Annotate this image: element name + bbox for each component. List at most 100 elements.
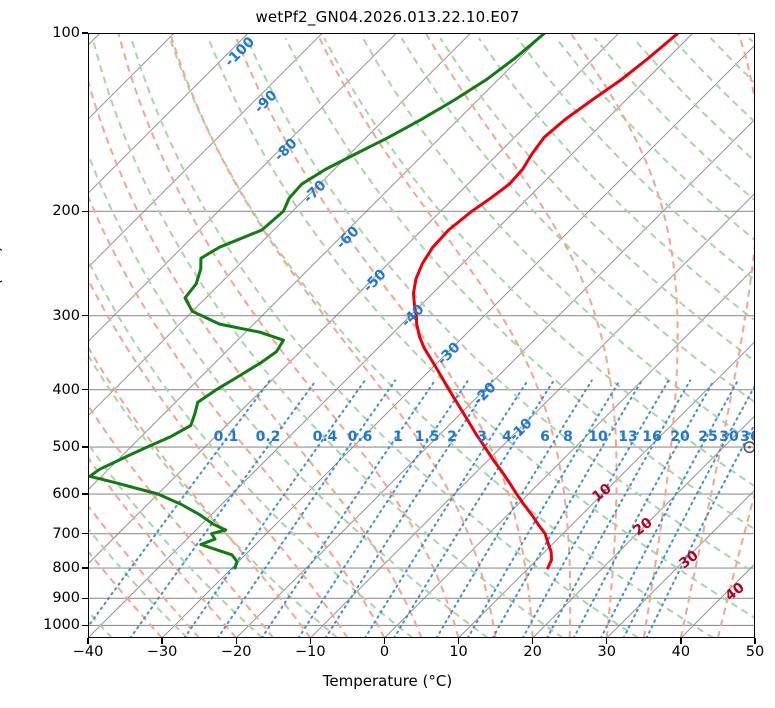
mixing-ratio-line (324, 379, 494, 638)
mixing-ratio-line (572, 379, 715, 638)
mixing-ratio-label: 0.6 (348, 429, 373, 445)
dry-adiabat-line (439, 37, 755, 363)
moist-adiabat-line (169, 33, 497, 638)
isotherm-line (88, 33, 323, 269)
isotherm-line (88, 33, 249, 195)
mixing-ratio-label: 0.1 (214, 429, 239, 445)
temperature-tick (161, 638, 163, 644)
dry-adiabat-line (130, 37, 639, 638)
pressure-tick (82, 597, 88, 599)
temperature-tick (309, 638, 311, 644)
temperature-tick (235, 638, 237, 644)
mixing-ratio-label: 6 (540, 429, 550, 445)
pressure-tick (82, 32, 88, 34)
moist-adiabat-line (88, 403, 275, 638)
moist-adiabat-line (88, 77, 423, 638)
temperature-tick (532, 638, 534, 644)
mixing-ratio-line (393, 379, 555, 638)
isotherm-line (88, 33, 546, 491)
mixing-ratio-label: 20 (670, 429, 690, 445)
temperature-tick-label: 20 (523, 644, 542, 660)
mixing-ratio-label: 1 (393, 429, 403, 445)
mixing-ratio-label: 30 (719, 429, 739, 445)
isotherm-label: -90 (251, 87, 280, 116)
dry-adiabat-line (88, 258, 414, 638)
dry-adiabat-line (555, 37, 755, 242)
isotherm-label: -20 (470, 379, 499, 408)
dry-adiabat-line (593, 37, 755, 202)
isotherm-line (88, 33, 472, 417)
pressure-tick (82, 389, 88, 391)
mixing-ratio-label: 8 (563, 429, 573, 445)
isotherm-line (458, 340, 755, 638)
isotherm-label: -50 (360, 266, 389, 295)
mixing-ratio-label: 13 (618, 429, 637, 445)
moist-adiabat-line (233, 33, 534, 638)
mixing-ratio-label: 25 (698, 429, 717, 445)
moist-adiabat-line (88, 549, 163, 638)
pressure-tick (82, 446, 88, 448)
moist-adiabat-line (569, 33, 679, 638)
dry-adiabat-line (477, 37, 755, 322)
dry-adiabat-line (400, 37, 755, 404)
mixing-ratio-label: 16 (642, 429, 661, 445)
pressure-tick (82, 210, 88, 212)
mixing-ratio-line (88, 379, 271, 629)
plot-area: -100 -90 -80 -70 -60 -50 -40 -30 -20 -10 0.1 0.2 0.4… (88, 33, 755, 638)
moist-adiabat-line (88, 345, 312, 638)
mixing-ratio-label: 4 (502, 429, 512, 445)
mixing-ratio-label: 0.4 (313, 429, 338, 445)
pressure-tick-label: 600 (52, 486, 80, 502)
dry-adiabat-line (632, 37, 755, 163)
theta-label: 10 (589, 481, 614, 506)
moist-adiabat-line (117, 33, 460, 638)
pressure-tick-label: 200 (52, 203, 80, 220)
mixing-ratio-line (216, 379, 397, 638)
mixing-ratio-label: 10 (588, 429, 608, 445)
moist-adiabat-line (88, 193, 386, 638)
dry-adiabat-line (88, 150, 489, 638)
mixing-ratio-label: 0.2 (256, 429, 281, 445)
isotherm-label: -30 (434, 339, 463, 368)
y-axis-title: Pressure (hPa) (0, 246, 4, 354)
isotherm-line (88, 33, 694, 638)
isotherm-line (606, 489, 755, 638)
pressure-tick-label: 100 (52, 25, 80, 41)
temperature-tick-label: −30 (146, 644, 178, 660)
mixing-ratio-line (645, 421, 755, 638)
temperature-tick (680, 638, 682, 644)
isotherm-line (88, 33, 620, 565)
moist-adiabat-line (88, 277, 349, 638)
mixing-ratio-label: 3 (477, 429, 487, 445)
mixing-ratio-line (297, 379, 469, 638)
mixing-ratio-line (491, 379, 643, 638)
temperature-tick (606, 638, 608, 644)
mixing-ratio-label: 1.5 (415, 429, 440, 445)
isotherm-line (161, 44, 755, 638)
temperature-tick-label: 50 (745, 644, 765, 660)
temperature-tick (457, 638, 460, 644)
pressure-tick-label: 400 (52, 381, 80, 398)
dry-adiabat-line (748, 37, 755, 46)
pressure-tick (82, 624, 88, 627)
dry-adiabat-line (323, 37, 755, 488)
pressure-tick-label: 700 (52, 525, 80, 542)
moist-adiabat-line (424, 33, 618, 638)
isotherm-line (235, 118, 755, 638)
isotherm-label: -100 (222, 34, 258, 70)
dry-adiabat-line (246, 37, 755, 575)
temperature-tick-label: −40 (72, 644, 104, 660)
x-axis-title: Temperature (°C) (322, 672, 453, 690)
pressure-tick-label: 800 (52, 560, 80, 577)
mixing-ratio-line (435, 379, 593, 638)
temperature-tick (754, 638, 756, 644)
temperature-tick-label: −20 (220, 644, 252, 660)
temperature-tick (383, 638, 386, 644)
dry-adiabat-line (362, 37, 755, 446)
temperature-tick-label: 30 (597, 644, 616, 660)
pressure-tick-label: 1000 (43, 617, 80, 634)
mixing-ratio-label: 36 (740, 429, 755, 445)
pressure-tick (82, 493, 88, 495)
temperature-profile-line (412, 33, 680, 570)
isotherm-line (384, 266, 755, 638)
